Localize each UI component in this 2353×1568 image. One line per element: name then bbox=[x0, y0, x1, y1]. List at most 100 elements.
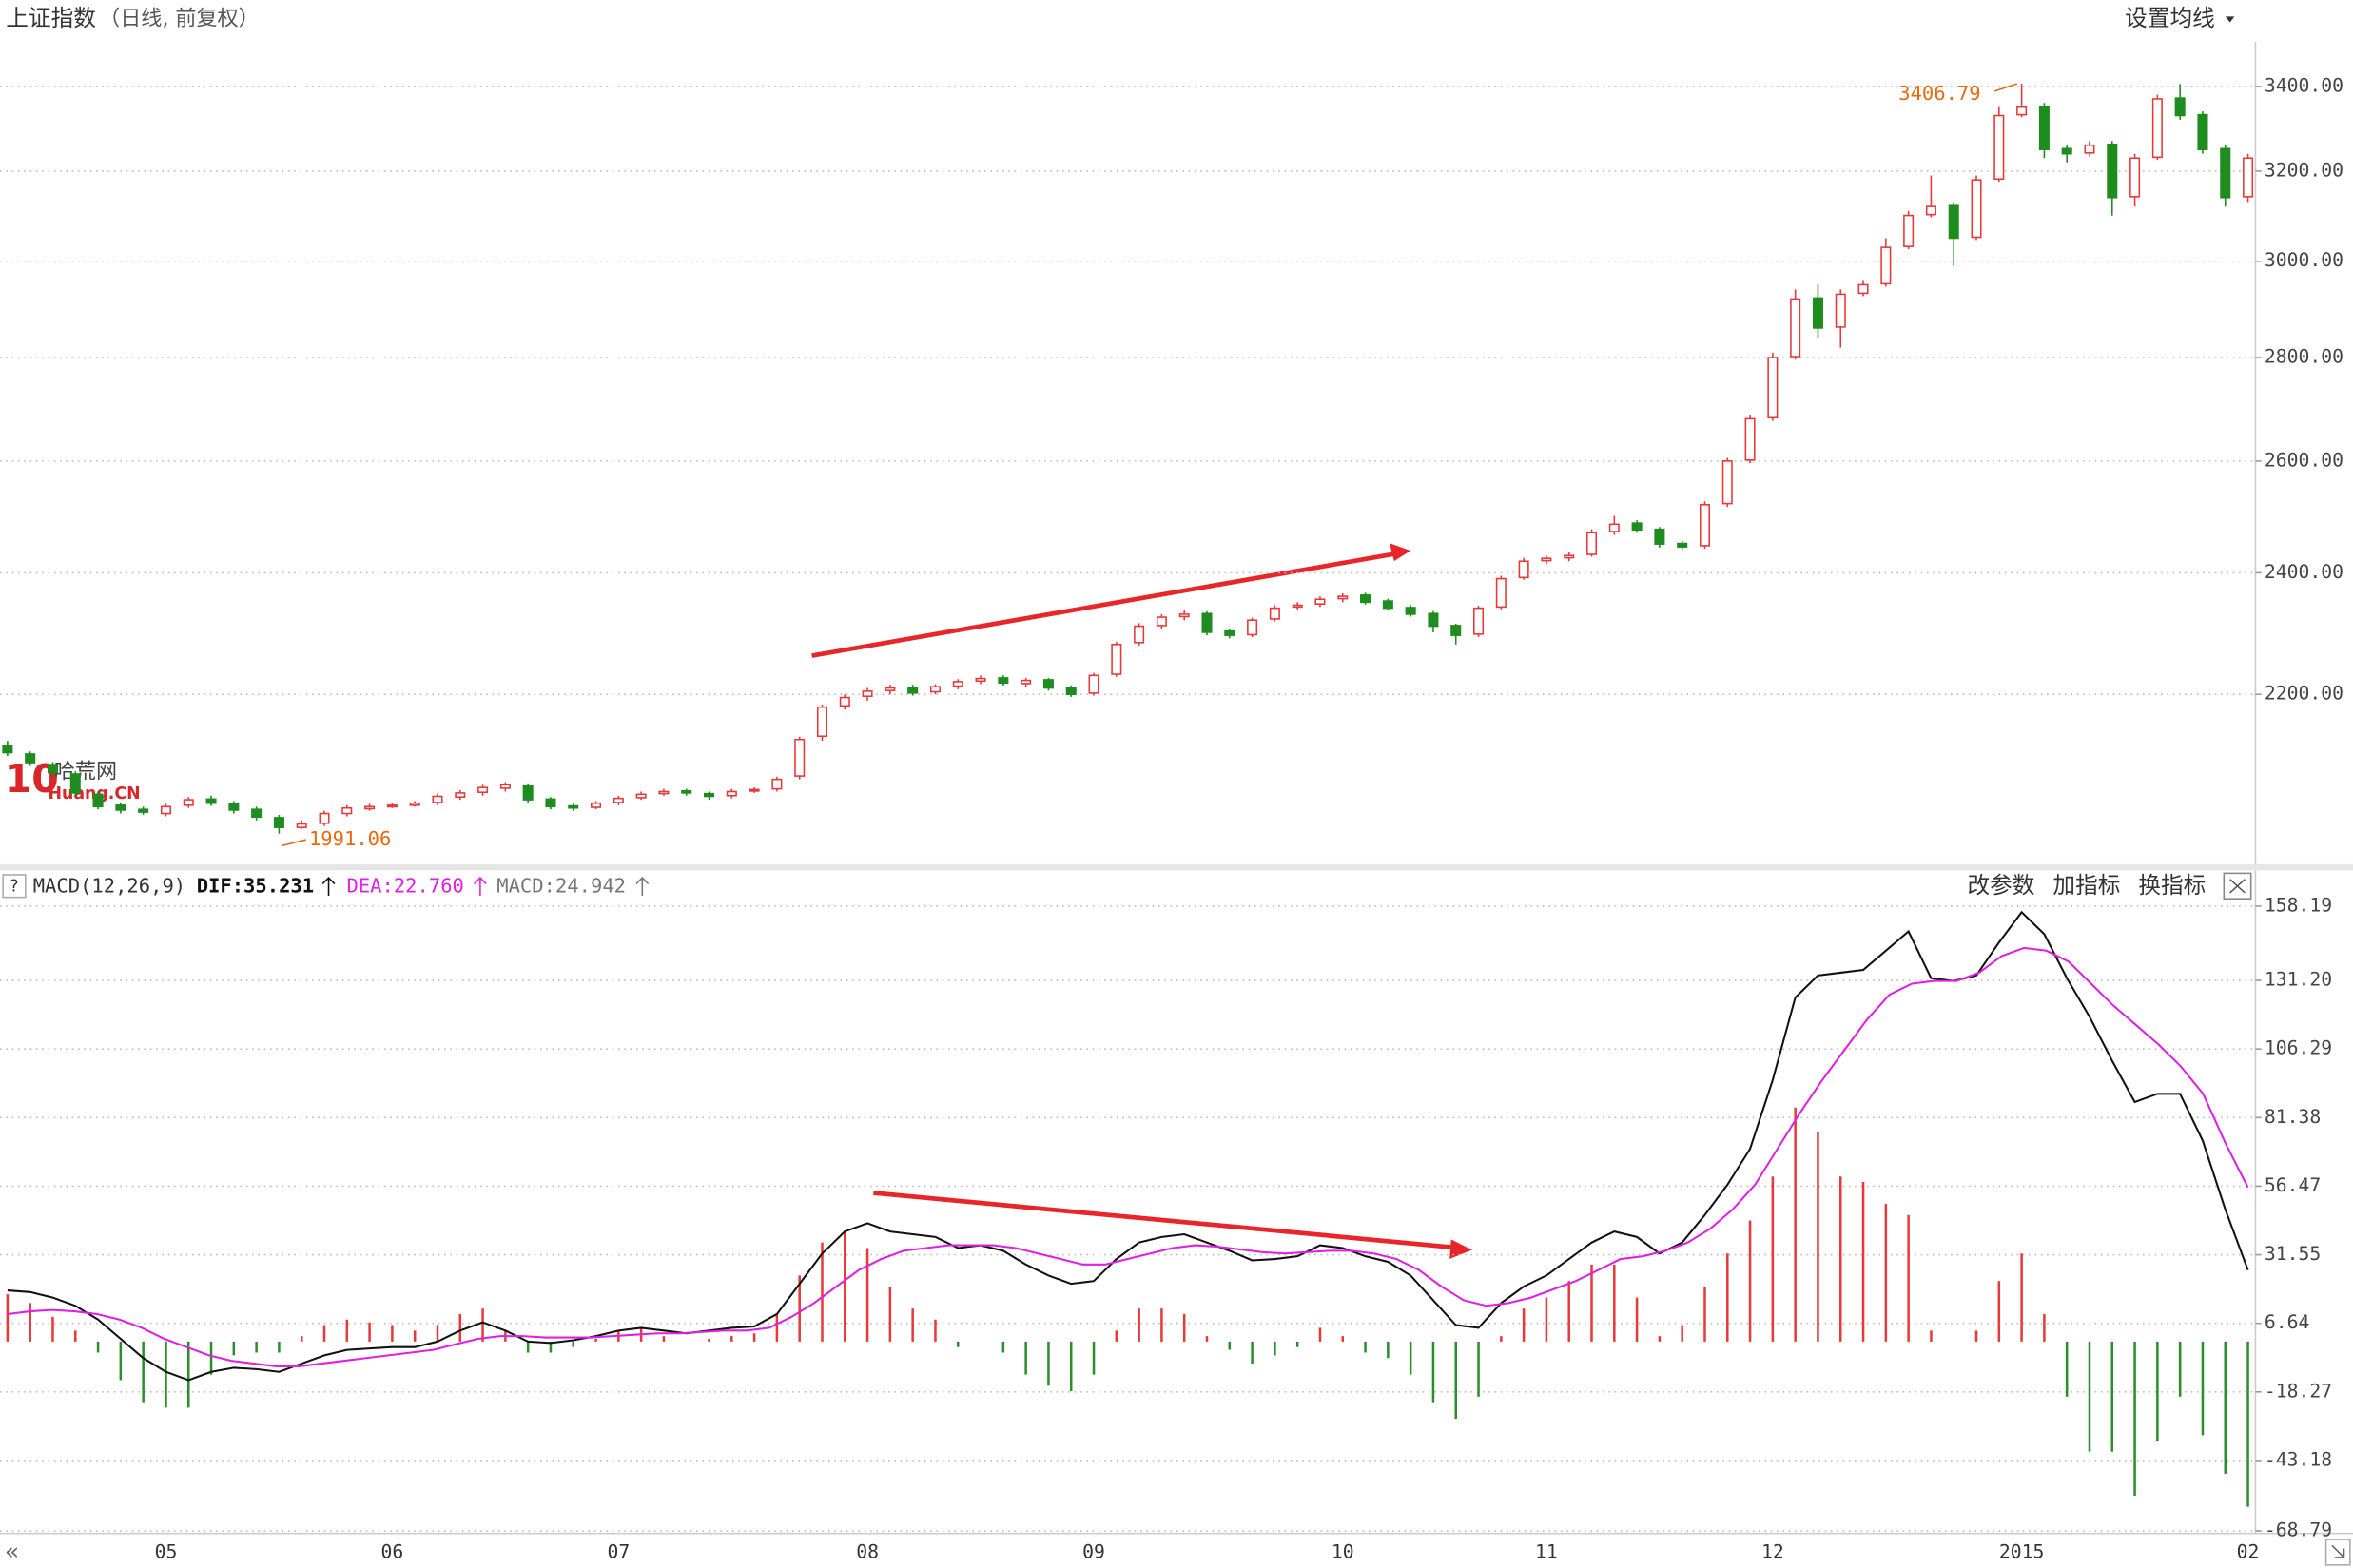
y-tick-label: 2400.00 bbox=[2265, 561, 2343, 583]
candle-body bbox=[816, 706, 828, 738]
watermark-logo: 10 bbox=[5, 756, 59, 802]
y-tick-label: -18.27 bbox=[2265, 1380, 2332, 1402]
candle-body bbox=[952, 681, 963, 687]
macd-trend-arrow bbox=[873, 1191, 1472, 1259]
candle-body bbox=[1314, 598, 1326, 606]
candle-body bbox=[69, 773, 81, 794]
annotation-arrow bbox=[1993, 83, 2018, 92]
candle-body bbox=[771, 778, 783, 790]
index-title: 上证指数 bbox=[6, 5, 96, 31]
y-tick-label: 3200.00 bbox=[2265, 159, 2343, 181]
candle-body bbox=[2151, 98, 2163, 159]
help-button[interactable] bbox=[2, 874, 27, 899]
candle-body bbox=[1608, 523, 1620, 532]
annotation-arrow bbox=[282, 839, 307, 847]
candle-body bbox=[2061, 147, 2072, 155]
panel-separator bbox=[0, 863, 2353, 871]
x-tick-label: 05 bbox=[155, 1541, 178, 1563]
candle-body bbox=[1835, 293, 1846, 328]
candle-body bbox=[1042, 679, 1054, 689]
candle-body bbox=[1564, 554, 1575, 559]
candle-body bbox=[1790, 298, 1801, 358]
candle-body bbox=[205, 798, 217, 804]
edit-params-button[interactable]: 改参数 bbox=[1968, 872, 2035, 899]
candle-body bbox=[1337, 595, 1349, 600]
y-tick-label: 56.47 bbox=[2265, 1174, 2321, 1196]
y-tick-label: -43.18 bbox=[2265, 1448, 2332, 1470]
candle-body bbox=[885, 687, 896, 691]
candle-body bbox=[228, 803, 240, 811]
watermark-site: 哈荒网 bbox=[54, 760, 117, 784]
candle-body bbox=[1360, 594, 1371, 604]
candle-body bbox=[907, 687, 919, 694]
candle-body bbox=[386, 804, 398, 808]
candle-body bbox=[2174, 97, 2186, 117]
x-tick-label: 11 bbox=[1535, 1541, 1558, 1563]
candle-body bbox=[2084, 144, 2095, 154]
candle-body bbox=[522, 784, 534, 801]
candle-body bbox=[138, 808, 149, 813]
candle-body bbox=[635, 793, 647, 799]
candle-body bbox=[1812, 297, 1823, 329]
candle-body bbox=[1585, 532, 1598, 555]
candle-body bbox=[160, 805, 171, 815]
candle-body bbox=[2107, 143, 2118, 199]
candle-body bbox=[1541, 557, 1552, 562]
ma-settings-button[interactable]: 设置均线 bbox=[2125, 5, 2235, 31]
candle-body bbox=[1473, 607, 1485, 635]
dropdown-caret[interactable] bbox=[2225, 16, 2235, 23]
y-tick-label: 2800.00 bbox=[2265, 346, 2343, 368]
candle-body bbox=[1744, 417, 1756, 461]
candle-body bbox=[1134, 625, 1145, 644]
x-tick-label: 08 bbox=[856, 1541, 879, 1563]
candle-body bbox=[2243, 157, 2254, 198]
y-tick-label: 81.38 bbox=[2265, 1106, 2321, 1128]
subtitle: （日线, 前复权） bbox=[99, 7, 260, 31]
candle-body bbox=[703, 792, 715, 798]
candle-body bbox=[1903, 214, 1915, 247]
scroll-right-glyph[interactable] bbox=[2331, 1544, 2345, 1558]
candle-body bbox=[2220, 147, 2231, 199]
candle-body bbox=[2197, 113, 2208, 150]
min-price-label: 1991.06 bbox=[309, 827, 391, 850]
scroll-left[interactable]: « bbox=[5, 1538, 19, 1565]
candle-body bbox=[1111, 643, 1122, 675]
y-tick-label: 3400.00 bbox=[2265, 74, 2343, 96]
candle-body bbox=[1021, 679, 1032, 685]
candle-body bbox=[1495, 577, 1507, 609]
arrow-head bbox=[1390, 543, 1411, 562]
candle-body bbox=[1405, 607, 1416, 615]
candle-body bbox=[1857, 283, 1869, 295]
candle-body bbox=[1654, 528, 1665, 545]
x-tick-label: 10 bbox=[1332, 1541, 1354, 1563]
x-tick-label: 12 bbox=[1761, 1541, 1784, 1563]
close-glyph[interactable] bbox=[2229, 879, 2246, 894]
candle-body bbox=[1993, 114, 2005, 181]
candle-body bbox=[929, 686, 941, 693]
x-tick-label: 07 bbox=[607, 1541, 630, 1563]
candle-body bbox=[1948, 204, 1959, 240]
candle-body bbox=[2129, 157, 2141, 198]
candle-body bbox=[1088, 674, 1099, 694]
add-indicator-button[interactable]: 加指标 bbox=[2052, 872, 2120, 899]
y-tick-label: 2200.00 bbox=[2265, 683, 2343, 705]
candle-body bbox=[319, 812, 330, 824]
candle-body bbox=[273, 817, 284, 828]
ma-button-label[interactable]: 设置均线 bbox=[2125, 5, 2215, 31]
candle-body bbox=[341, 806, 353, 815]
trend-line bbox=[811, 550, 1406, 658]
x-tick-label: 02 bbox=[2237, 1541, 2260, 1563]
candle-body bbox=[251, 808, 263, 818]
switch-indicator-button[interactable]: 换指标 bbox=[2138, 872, 2206, 899]
candle-body bbox=[1156, 616, 1167, 627]
y-tick-label: 3000.00 bbox=[2265, 249, 2343, 271]
candle-body bbox=[975, 677, 986, 683]
help-glyph[interactable]: ? bbox=[9, 878, 18, 897]
candle-body bbox=[568, 804, 579, 809]
candle-body bbox=[1518, 560, 1529, 579]
close-indicator-button[interactable] bbox=[2223, 872, 2252, 900]
candle-body bbox=[1224, 629, 1235, 636]
candle-body bbox=[47, 764, 59, 774]
price-trend-arrow bbox=[811, 543, 1411, 658]
trend-arrow bbox=[635, 877, 650, 897]
